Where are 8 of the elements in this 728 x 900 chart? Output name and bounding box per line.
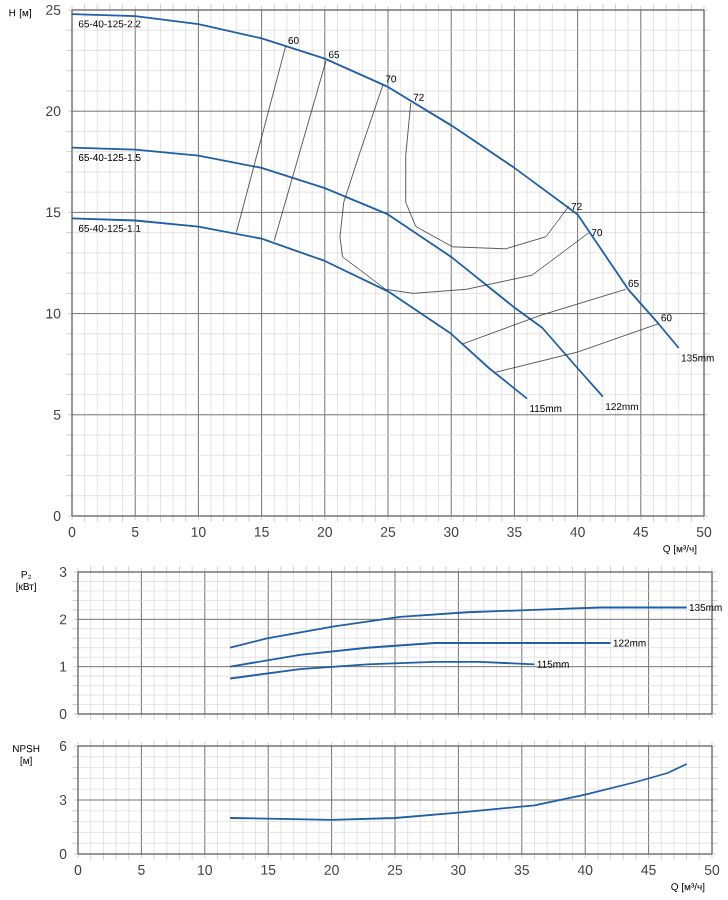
line-series: [229, 661, 536, 680]
line-series: [339, 84, 590, 294]
line-series: [72, 146, 604, 398]
line-series: [229, 606, 688, 649]
line-series: [405, 102, 570, 250]
line-series: [72, 13, 680, 349]
line-series: [229, 763, 688, 821]
line-series: [72, 217, 528, 400]
